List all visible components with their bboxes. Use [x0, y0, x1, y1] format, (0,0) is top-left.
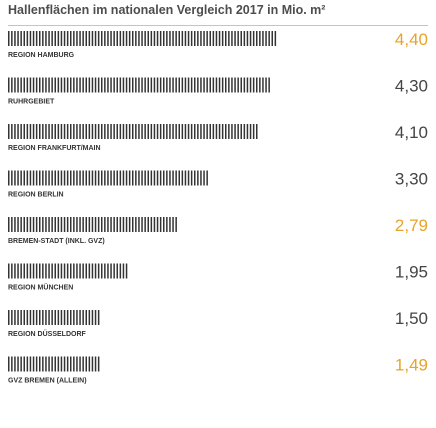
bar: [8, 263, 128, 279]
category-label: BREMEN-STADT (INKL. GVZ): [8, 238, 105, 245]
bar: [8, 124, 258, 139]
value-label: 1,95: [395, 263, 428, 282]
value-label: 1,50: [395, 309, 428, 328]
category-label: RUHRGEBIET: [8, 99, 55, 106]
value-label: 4,40: [395, 30, 428, 49]
value-label: 1,49: [395, 356, 428, 375]
title-divider: [8, 25, 428, 26]
value-label: 4,30: [395, 77, 428, 96]
category-label: REGION DÜSSELDORF: [8, 329, 87, 338]
category-label: REGION HAMBURG: [8, 52, 75, 59]
bar: [8, 170, 208, 186]
category-label: GVZ BREMEN (ALLEIN): [8, 378, 87, 385]
bar: [8, 310, 100, 325]
value-label: 3,30: [395, 170, 428, 189]
category-label: REGION BERLIN: [8, 192, 64, 199]
value-label: 4,10: [395, 123, 428, 142]
category-label: REGION MÜNCHEN: [8, 283, 73, 292]
chart-title: Hallenflächen im nationalen Vergleich 20…: [8, 3, 326, 17]
bar: [8, 356, 100, 372]
category-label: REGION FRANKFURT/MAIN: [8, 145, 101, 152]
value-label: 2,79: [395, 216, 428, 235]
bar: [8, 217, 177, 232]
bar: [8, 77, 270, 93]
bar: [8, 31, 277, 46]
